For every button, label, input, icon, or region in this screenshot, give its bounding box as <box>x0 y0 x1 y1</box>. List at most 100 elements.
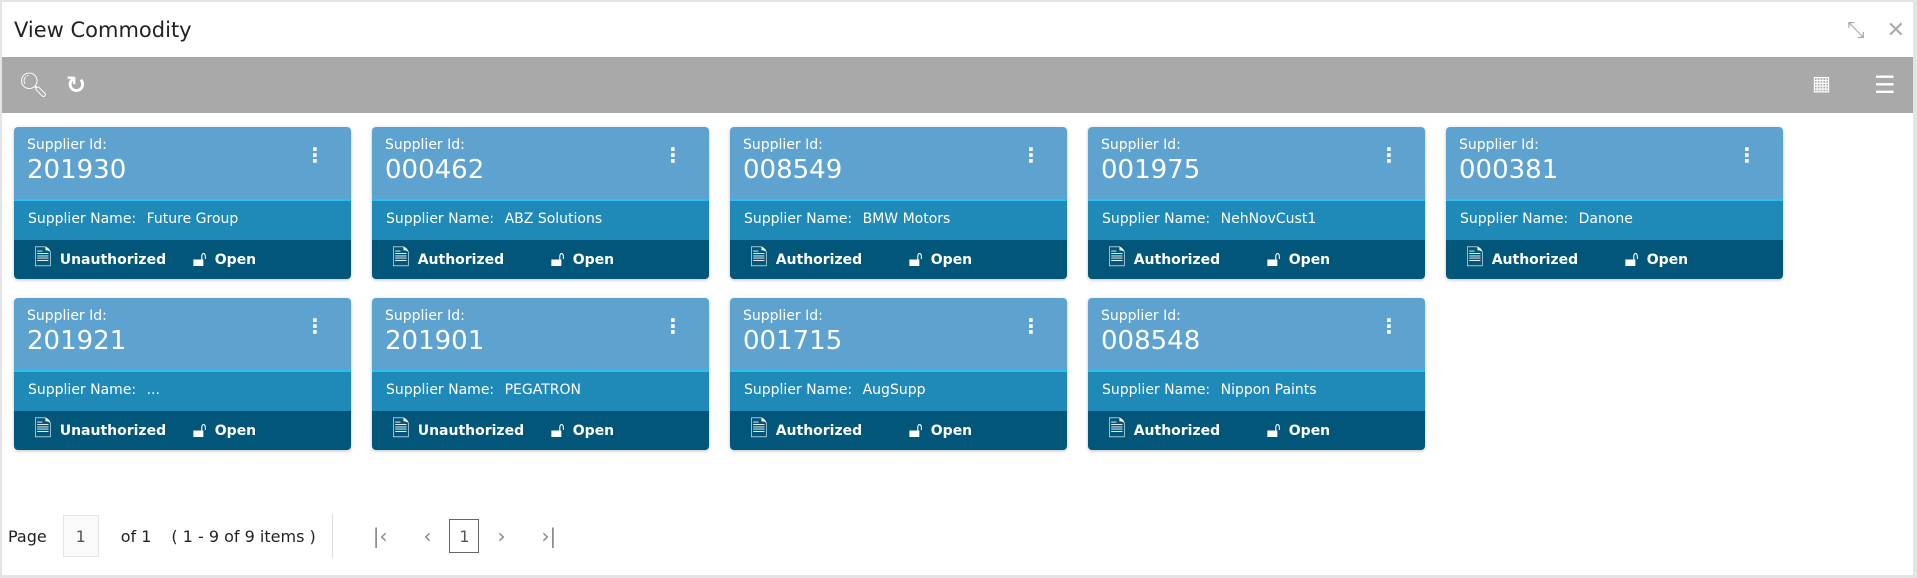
card-name-band: Supplier Name: AugSupp <box>730 370 1067 411</box>
supplier-card[interactable]: Supplier Id: 000462 ⋮ Supplier Name: ABZ… <box>372 127 709 279</box>
refresh-icon[interactable]: ↻ <box>66 71 87 99</box>
more-options-icon[interactable]: ⋮ <box>663 314 683 338</box>
next-page-icon[interactable]: › <box>497 524 506 548</box>
supplier-name-label: Supplier Name: <box>1102 211 1211 227</box>
lock-status: Open <box>1288 251 1331 268</box>
lock-status: Open <box>1646 251 1689 268</box>
authorized-icon: 🗎 <box>1466 245 1484 271</box>
unauthorized-icon: 🗎 <box>34 245 52 271</box>
auth-status: Authorized <box>1491 251 1579 268</box>
search-icon[interactable]: 🔍︎ <box>18 71 49 99</box>
supplier-name-label: Supplier Name: <box>28 382 137 398</box>
supplier-card[interactable]: Supplier Id: 201930 ⋮ Supplier Name: Fut… <box>14 127 351 279</box>
card-name-band: Supplier Name: ABZ Solutions <box>372 199 709 240</box>
unlock-icon: 🔓︎ <box>550 247 565 272</box>
card-footer: 🗎 Unauthorized 🔓︎ Open <box>14 240 351 279</box>
card-footer: 🗎 Unauthorized 🔓︎ Open <box>14 411 351 450</box>
supplier-name-label: Supplier Name: <box>744 211 853 227</box>
card-name-band: Supplier Name: BMW Motors <box>730 199 1067 240</box>
supplier-card[interactable]: Supplier Id: 201901 ⋮ Supplier Name: PEG… <box>372 298 709 450</box>
lock-status: Open <box>572 251 615 268</box>
grid-icon[interactable]: ▦ <box>1812 71 1831 95</box>
supplier-id: 201930 <box>27 155 127 185</box>
supplier-id-label: Supplier Id: <box>27 308 107 324</box>
supplier-name-label: Supplier Name: <box>386 382 495 398</box>
card-header: Supplier Id: 201930 ⋮ <box>14 127 351 199</box>
card-footer: 🗎 Authorized 🔓︎ Open <box>1088 411 1425 450</box>
supplier-id-label: Supplier Id: <box>743 308 823 324</box>
close-icon[interactable]: ✕ <box>1886 18 1905 43</box>
page-input[interactable]: 1 <box>62 515 99 557</box>
supplier-card[interactable]: Supplier Id: 008548 ⋮ Supplier Name: Nip… <box>1088 298 1425 450</box>
supplier-name: ABZ Solutions <box>504 211 603 227</box>
card-header: Supplier Id: 201901 ⋮ <box>372 298 709 370</box>
supplier-name: Danone <box>1578 211 1633 227</box>
unlock-icon: 🔓︎ <box>908 418 923 443</box>
prev-page-icon[interactable]: ‹ <box>423 524 432 548</box>
authorized-icon: 🗎 <box>392 245 410 271</box>
supplier-id-label: Supplier Id: <box>1101 308 1181 324</box>
more-options-icon[interactable]: ⋮ <box>1737 143 1757 167</box>
current-page-button[interactable]: 1 <box>449 519 480 553</box>
first-page-icon[interactable]: |‹ <box>372 524 388 548</box>
more-options-icon[interactable]: ⋮ <box>1021 314 1041 338</box>
last-page-icon[interactable]: ›| <box>541 524 557 548</box>
supplier-card[interactable]: Supplier Id: 201921 ⋮ Supplier Name: ...… <box>14 298 351 450</box>
pagination: Page 1 of 1 ( 1 - 9 of 9 items ) |‹ ‹ 1 … <box>8 514 574 558</box>
supplier-name: NehNovCust1 <box>1220 211 1317 227</box>
card-footer: 🗎 Authorized 🔓︎ Open <box>730 240 1067 279</box>
authorized-icon: 🗎 <box>750 245 768 271</box>
page-title: View Commodity <box>14 17 192 42</box>
lock-status: Open <box>214 422 257 439</box>
supplier-name-label: Supplier Name: <box>1460 211 1569 227</box>
card-footer: 🗎 Authorized 🔓︎ Open <box>372 240 709 279</box>
unlock-icon: 🔓︎ <box>1624 247 1639 272</box>
unauthorized-icon: 🗎 <box>392 416 410 442</box>
supplier-name-label: Supplier Name: <box>1102 382 1211 398</box>
supplier-card[interactable]: Supplier Id: 001715 ⋮ Supplier Name: Aug… <box>730 298 1067 450</box>
card-header: Supplier Id: 008549 ⋮ <box>730 127 1067 199</box>
authorized-icon: 🗎 <box>1108 245 1126 271</box>
card-footer: 🗎 Unauthorized 🔓︎ Open <box>372 411 709 450</box>
supplier-id-label: Supplier Id: <box>1459 137 1539 153</box>
more-options-icon[interactable]: ⋮ <box>305 143 325 167</box>
card-header: Supplier Id: 008548 ⋮ <box>1088 298 1425 370</box>
card-header: Supplier Id: 201921 ⋮ <box>14 298 351 370</box>
supplier-id: 001975 <box>1101 155 1201 185</box>
list-icon[interactable]: ☰ <box>1874 71 1896 99</box>
supplier-id: 000381 <box>1459 155 1559 185</box>
more-options-icon[interactable]: ⋮ <box>663 143 683 167</box>
more-options-icon[interactable]: ⋮ <box>1379 143 1399 167</box>
more-options-icon[interactable]: ⋮ <box>1021 143 1041 167</box>
supplier-id-label: Supplier Id: <box>743 137 823 153</box>
supplier-id: 201901 <box>385 326 485 356</box>
supplier-name: ... <box>146 382 160 398</box>
supplier-id: 201921 <box>27 326 127 356</box>
page-label: Page <box>8 526 47 546</box>
auth-status: Authorized <box>775 251 863 268</box>
auth-status: Authorized <box>1133 422 1221 439</box>
unlock-icon: 🔓︎ <box>550 418 565 443</box>
divider <box>331 514 333 558</box>
card-name-band: Supplier Name: Danone <box>1446 199 1783 240</box>
supplier-card[interactable]: Supplier Id: 008549 ⋮ Supplier Name: BMW… <box>730 127 1067 279</box>
supplier-id: 008548 <box>1101 326 1201 356</box>
title-bar: View Commodity ⤡ ✕ <box>2 2 1913 57</box>
more-options-icon[interactable]: ⋮ <box>305 314 325 338</box>
supplier-id: 000462 <box>385 155 485 185</box>
items-count: ( 1 - 9 of 9 items ) <box>171 526 316 546</box>
auth-status: Unauthorized <box>59 251 167 268</box>
card-header: Supplier Id: 000462 ⋮ <box>372 127 709 199</box>
auth-status: Unauthorized <box>59 422 167 439</box>
more-options-icon[interactable]: ⋮ <box>1379 314 1399 338</box>
authorized-icon: 🗎 <box>750 416 768 442</box>
lock-status: Open <box>572 422 615 439</box>
card-name-band: Supplier Name: Nippon Paints <box>1088 370 1425 411</box>
collapse-icon[interactable]: ⤡ <box>1846 18 1865 43</box>
card-footer: 🗎 Authorized 🔓︎ Open <box>1088 240 1425 279</box>
lock-status: Open <box>930 422 973 439</box>
supplier-card[interactable]: Supplier Id: 000381 ⋮ Supplier Name: Dan… <box>1446 127 1783 279</box>
supplier-name: Future Group <box>146 211 239 227</box>
supplier-card[interactable]: Supplier Id: 001975 ⋮ Supplier Name: Neh… <box>1088 127 1425 279</box>
